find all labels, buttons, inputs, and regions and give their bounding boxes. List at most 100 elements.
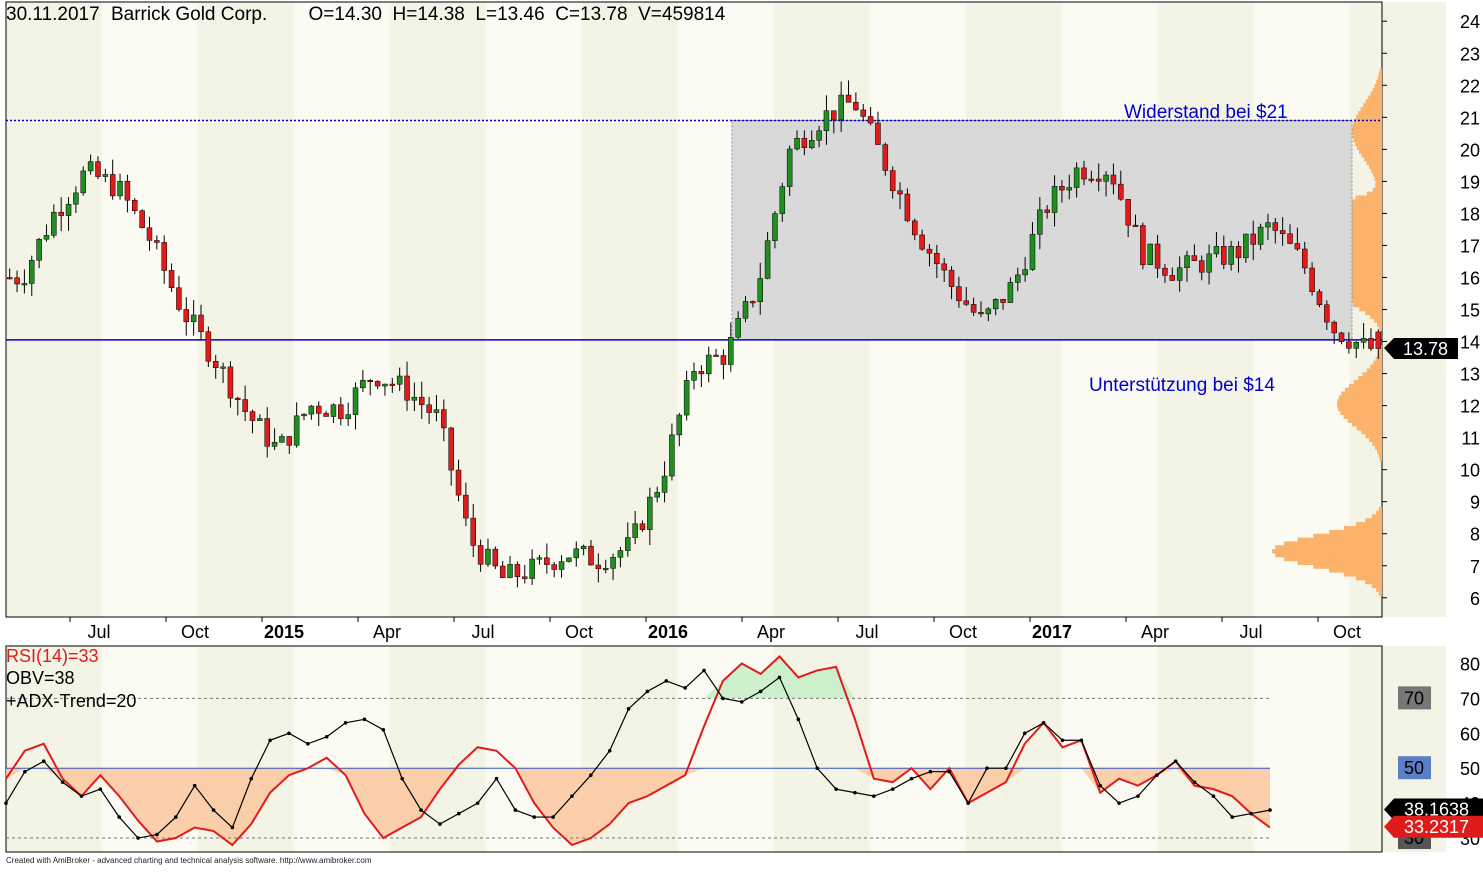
obv-point <box>419 808 423 812</box>
candle-down <box>897 190 903 195</box>
candle-down <box>1169 275 1176 281</box>
candle-up <box>654 492 660 498</box>
volume-profile-bar <box>1338 199 1382 204</box>
obv-point <box>683 686 687 690</box>
candle-up <box>823 110 830 132</box>
candle-up <box>808 140 815 149</box>
volume-profile-bar <box>1361 153 1382 158</box>
value-badge-label: 33.2317 <box>1404 817 1469 837</box>
obv-point <box>664 679 669 683</box>
candle-down <box>1287 233 1293 244</box>
time-tick-label: Jul <box>855 622 878 642</box>
volume-profile-bar <box>1378 506 1382 512</box>
volume-profile-bar <box>1373 172 1382 177</box>
candle-up <box>352 387 359 415</box>
candle-down <box>1294 243 1301 250</box>
candle-down <box>404 375 410 401</box>
chart-title: 30.11.2017 Barrick Gold Corp. O=14.30 H=… <box>6 4 726 25</box>
time-tick-label: 2015 <box>264 622 304 642</box>
candle-up <box>1184 255 1190 268</box>
volume-profile-bar <box>1313 533 1382 539</box>
candle-down <box>132 199 138 211</box>
price-tick-label: 23 <box>1460 44 1480 64</box>
indicator-tick-label: 60 <box>1460 724 1480 744</box>
volume-profile-bar <box>1338 395 1382 400</box>
volume-profile-bar <box>1347 418 1382 423</box>
candle-up <box>1066 187 1073 191</box>
candle-down <box>1081 167 1087 180</box>
volume-profile-bar <box>1375 356 1382 362</box>
candle-up <box>330 404 337 417</box>
candle-up <box>757 278 763 302</box>
obv-point <box>155 832 159 837</box>
indicator-tick-label: 70 <box>1460 689 1480 709</box>
volume-profile-bar <box>1356 426 1382 431</box>
volume-profile-bar <box>1370 364 1382 369</box>
candle-down <box>1140 225 1146 265</box>
obv-point <box>1079 738 1084 743</box>
candle-up <box>1015 274 1021 283</box>
volume-profile-bar <box>1347 299 1382 304</box>
obv-point <box>551 815 555 819</box>
obv-point <box>607 748 612 753</box>
obv-point <box>834 787 838 791</box>
price-tick-label: 13 <box>1460 365 1480 385</box>
last-price-badge: 13.78 <box>1384 338 1458 359</box>
candle-down <box>168 270 175 289</box>
candle-up <box>786 148 793 187</box>
candle-up <box>257 418 263 421</box>
indicator-pane-frame <box>5 645 1383 853</box>
candle-down <box>875 122 881 145</box>
obv-point <box>1117 801 1121 805</box>
volume-profile-bar <box>1375 183 1382 189</box>
candle-down <box>198 314 204 332</box>
candle-down <box>713 354 719 357</box>
candle-up <box>1022 269 1028 276</box>
support-label: Unterstützung bei $14 <box>1089 375 1275 396</box>
candle-down <box>205 331 212 362</box>
candle-down <box>698 371 705 375</box>
volume-profile-bar <box>1363 103 1382 108</box>
candle-down <box>154 240 160 243</box>
volume-profile-bar <box>1343 414 1382 419</box>
candle-down <box>14 277 20 285</box>
price-tick-label: 21 <box>1460 108 1480 128</box>
volume-profile-bar <box>1354 118 1382 123</box>
candle-down <box>588 545 594 566</box>
obv-point <box>853 790 857 795</box>
candle-down <box>463 494 469 519</box>
candle-up <box>676 414 683 436</box>
candle-down <box>146 227 153 241</box>
candle-up <box>51 211 57 236</box>
volume-profile-bar <box>1372 87 1382 93</box>
volume-profile-bar <box>1352 133 1382 139</box>
candle-up <box>117 180 123 197</box>
candle-down <box>845 94 852 103</box>
candle-down <box>1198 260 1205 273</box>
candle-down <box>831 110 837 121</box>
candle-down <box>6 277 13 280</box>
value-badge-label: 38.1638 <box>1404 800 1469 820</box>
price-tick-label: 17 <box>1460 236 1480 256</box>
candle-up <box>536 557 543 560</box>
candle-down <box>367 380 373 383</box>
candle-up <box>1213 246 1220 255</box>
obv-point <box>1268 808 1272 812</box>
obv-point <box>117 815 121 819</box>
volume-profile-bar <box>1378 72 1382 77</box>
candle-down <box>882 144 889 171</box>
obv-point <box>362 717 367 722</box>
candle-down <box>860 109 866 117</box>
obv-point <box>1155 773 1159 777</box>
obv-point <box>287 731 291 736</box>
candle-up <box>1051 186 1058 213</box>
obv-point <box>758 689 763 694</box>
candle-down <box>1044 209 1050 213</box>
candle-down <box>338 404 344 419</box>
obv-point <box>532 815 537 819</box>
candle-up <box>1257 226 1264 245</box>
volume-profile-bar <box>1335 287 1382 293</box>
volume-profile-bar <box>1359 149 1382 154</box>
price-tick-label: 14 <box>1460 333 1480 353</box>
volume-profile-bar <box>1377 76 1382 81</box>
